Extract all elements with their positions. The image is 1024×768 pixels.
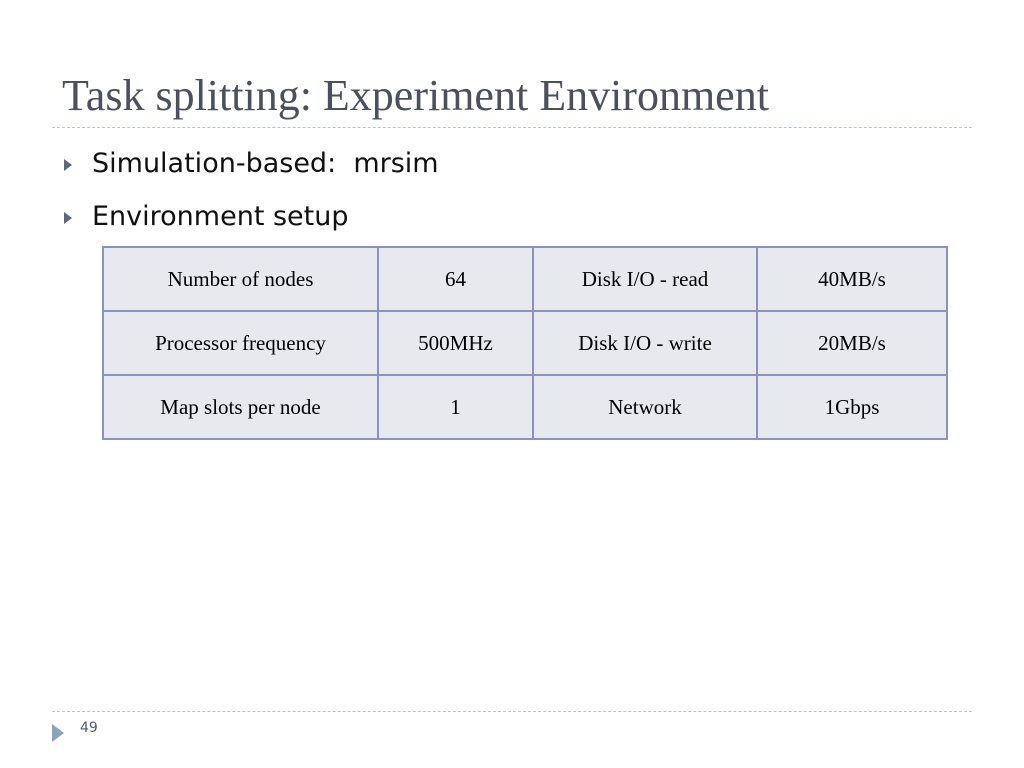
cell: Disk I/O - write (532, 310, 758, 376)
cell: Number of nodes (102, 246, 379, 312)
rule (52, 711, 972, 712)
cell: Processor frequency (102, 310, 379, 376)
row: Map slots per node 1 Network 1Gbps (102, 374, 948, 440)
cell: Map slots per node (102, 374, 379, 440)
cell: 20MB/s (756, 310, 948, 376)
cell: 1Gbps (756, 374, 948, 440)
cell: Network (532, 374, 758, 440)
cell: 500MHz (377, 310, 534, 376)
cell: 64 (377, 246, 534, 312)
bullet: Environment setup (92, 201, 349, 232)
cell: Disk I/O - read (532, 246, 758, 312)
bullet: Simulation-based: mrsim (92, 148, 439, 179)
row: Number of nodes 64 Disk I/O - read 40MB/s (102, 246, 948, 312)
cell: 1 (377, 374, 534, 440)
bullet-icon (64, 159, 72, 171)
rule (52, 127, 972, 128)
title: Task splitting: Experiment Environment (62, 71, 769, 120)
table: Number of nodes 64 Disk I/O - read 40MB/s Pr… (102, 246, 948, 440)
cell: 40MB/s (756, 246, 948, 312)
row: Processor frequency 500MHz Disk I/O - writ… (102, 310, 948, 376)
footer-icon (52, 724, 64, 742)
page-number: 49 (80, 720, 98, 736)
bullet-icon (64, 212, 72, 224)
